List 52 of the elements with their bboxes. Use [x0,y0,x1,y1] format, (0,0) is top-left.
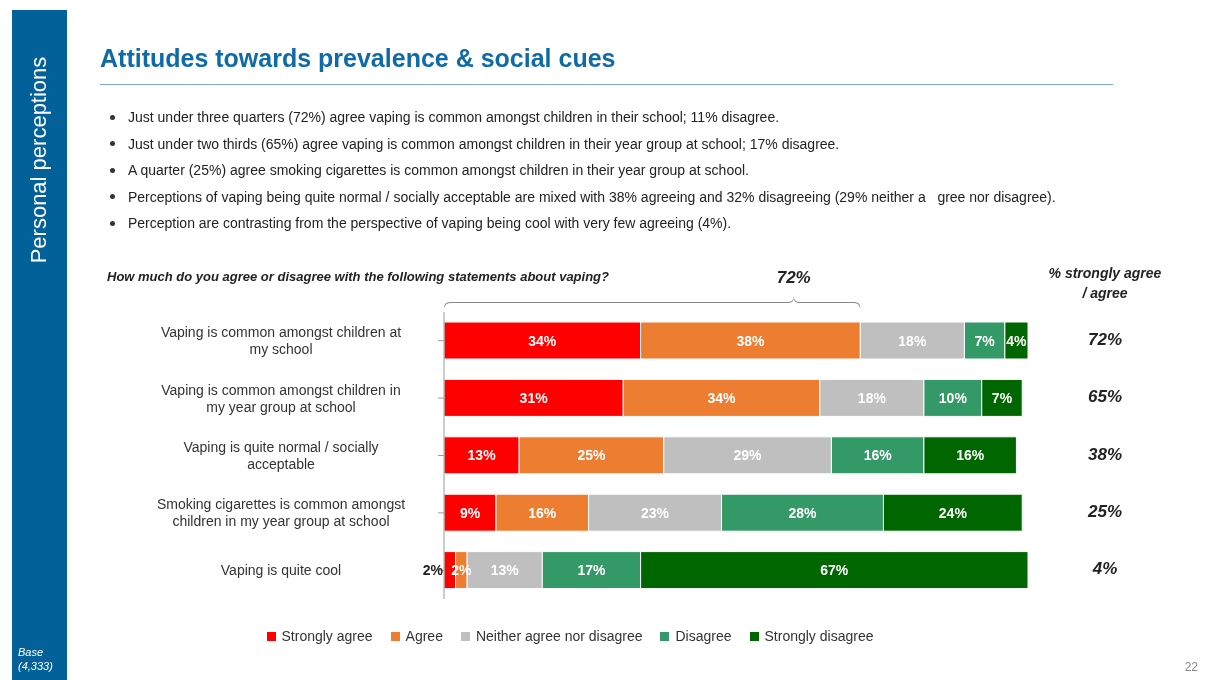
data-label: 16% [863,447,893,464]
y-tick-label: Vaping is quite cool [220,562,342,579]
y-tick-label: Smoking cigarettes is common amongst children in my year group at school [156,496,406,530]
data-label: 17% [577,562,606,579]
data-label: 38% [736,332,766,349]
data-label: 9% [459,504,481,521]
text: 25% [1086,501,1123,522]
text: % strongly agree / agree [1047,264,1163,303]
text: Perceptions of vaping being quite normal / socially acceptable are mixed with 38% agreeing and 32% disagreeing (29% neither a gree nor disagree). [128,188,1056,205]
text: Just under three quarters (72%) agree vaping is common amongst children in their school; 11% disagree. [128,109,780,126]
data-label: 31% [519,389,549,406]
text: 22 [1184,660,1198,674]
data-label: 7% [991,389,1013,406]
text: 72% [1087,329,1123,350]
data-label: 23% [641,504,670,521]
text: Personal perceptions [26,56,52,264]
legend-label: Neither agree nor disagree [475,628,643,644]
legend-label: Disagree [675,628,732,644]
data-label: 25% [577,447,606,464]
data-label: 34% [707,389,737,406]
data-label: 2% [451,562,473,579]
text: 38% [1087,444,1123,465]
data-label: 16% [528,504,557,521]
data-label: 16% [956,447,985,464]
data-label: 13% [467,447,497,464]
data-label: 18% [898,332,927,349]
data-label: 4% [1006,332,1028,349]
text: Just under two thirds (65%) agree vaping is common amongst children in their year group at school; 17% disagree. [128,135,840,152]
data-label: 24% [938,504,968,521]
text: Base (4,333) [18,645,54,673]
y-tick-label: Vaping is common amongst children in my year group at school [161,381,401,415]
chart-title: Attitudes towards prevalence & social cues [100,44,616,73]
chart-subtitle: How much do you agree or disagree with the following statements about vaping? [107,269,609,284]
data-label: 28% [788,504,818,521]
legend-label: Strongly disagree [764,628,874,644]
y-tick-label: Vaping is quite normal / socially acceptable [183,439,379,472]
data-label: 18% [857,389,887,406]
data-label: 34% [528,332,557,349]
legend-label: Strongly agree [281,628,373,644]
text: 72% [775,268,812,288]
data-label: 67% [820,562,849,579]
y-tick-label: Vaping is common amongst children at my school [160,324,402,358]
text: Perception are contrasting from the perspective of vaping being cool with very few agreeing (4%). [128,215,732,232]
data-label: 7% [974,332,996,349]
text: A quarter (25%) agree smoking cigarettes is common amongst children in their year group at school. [128,162,749,179]
text: 65% [1087,387,1123,408]
data-label: 2% [422,562,444,579]
data-label: 29% [733,447,763,464]
text: 4% [1091,559,1119,580]
data-label: 13% [490,562,520,579]
data-label: 10% [938,389,968,406]
legend-label: Agree [405,628,443,644]
